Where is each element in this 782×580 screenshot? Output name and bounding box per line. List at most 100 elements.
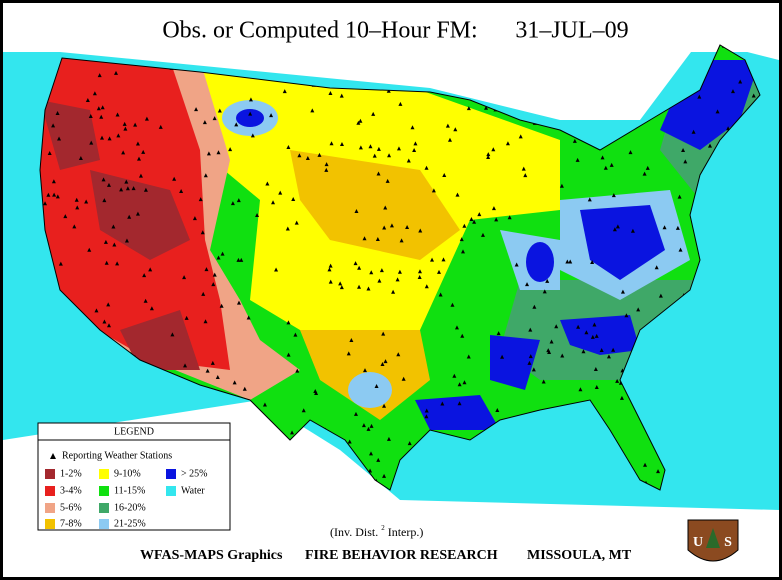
station <box>397 269 402 274</box>
station <box>248 111 253 116</box>
station <box>398 101 403 106</box>
station <box>654 265 659 270</box>
station <box>424 408 429 413</box>
legend-label: 9-10% <box>114 468 141 479</box>
station <box>87 247 92 252</box>
station <box>99 114 104 119</box>
station <box>78 155 83 160</box>
station <box>278 190 283 195</box>
legend-items: 1-2% 3-4% 5-6% 7-8% 9-10% 11-15% 16-20% 21-25% >… <box>45 468 207 529</box>
station <box>72 224 77 229</box>
station <box>642 171 647 176</box>
station <box>144 116 149 121</box>
station <box>477 212 482 217</box>
station <box>593 367 598 372</box>
canada <box>3 40 779 120</box>
station <box>542 289 547 294</box>
station <box>454 325 459 330</box>
station <box>363 368 368 373</box>
station <box>170 332 175 337</box>
station <box>47 150 52 155</box>
station <box>262 402 267 407</box>
station <box>286 352 291 357</box>
station <box>228 147 233 152</box>
station <box>339 285 344 290</box>
station <box>440 401 445 406</box>
station <box>395 277 400 282</box>
legend-swatch <box>45 486 55 496</box>
station <box>216 255 221 260</box>
station <box>406 158 411 163</box>
legend-label: 3-4% <box>60 485 82 496</box>
station <box>269 113 274 118</box>
station <box>282 89 287 94</box>
station <box>212 272 217 277</box>
legend-swatch <box>45 519 55 529</box>
logo-letter: U <box>693 535 703 550</box>
logo: U S <box>687 519 739 562</box>
station <box>51 123 56 128</box>
station <box>310 108 315 113</box>
station <box>206 151 211 156</box>
station <box>523 173 528 178</box>
station <box>107 136 112 141</box>
station <box>179 188 184 193</box>
station <box>271 200 276 205</box>
legend-label: 7-8% <box>60 518 82 529</box>
legend-label: 1-2% <box>60 468 82 479</box>
station <box>505 141 510 146</box>
station <box>368 451 373 456</box>
station <box>313 389 318 394</box>
station <box>248 97 253 102</box>
station <box>200 230 205 235</box>
station <box>274 267 279 272</box>
map-date: 31–JUL–09 <box>515 18 628 44</box>
station <box>495 407 500 412</box>
station <box>324 162 329 167</box>
station <box>107 323 112 328</box>
station <box>496 331 501 336</box>
station <box>389 223 394 228</box>
station <box>738 79 743 84</box>
station <box>382 473 387 478</box>
station <box>96 106 101 111</box>
station <box>624 313 629 318</box>
station <box>572 138 577 143</box>
station <box>413 141 418 146</box>
station <box>581 349 586 354</box>
station <box>417 274 422 279</box>
station <box>675 225 680 230</box>
station <box>265 181 270 186</box>
station <box>681 148 686 153</box>
station <box>381 331 386 336</box>
legend-label: 16-20% <box>114 502 146 513</box>
station <box>232 380 237 385</box>
station <box>592 322 597 327</box>
station <box>328 90 333 95</box>
region <box>290 150 460 260</box>
station <box>55 110 60 115</box>
station <box>293 332 298 337</box>
station <box>125 186 130 191</box>
legend-swatch <box>45 503 55 513</box>
footer-left: WFAS-MAPS Graphics <box>140 548 283 563</box>
station <box>250 133 255 138</box>
station <box>305 155 310 160</box>
station <box>216 150 221 155</box>
station <box>357 284 362 289</box>
station <box>46 192 51 197</box>
station <box>611 347 616 352</box>
station <box>486 154 491 159</box>
station <box>353 261 358 266</box>
legend-swatch <box>99 503 109 513</box>
station <box>362 236 367 241</box>
station <box>192 216 197 221</box>
station <box>149 306 154 311</box>
region <box>236 109 264 127</box>
station <box>494 217 499 222</box>
station <box>472 219 477 224</box>
station <box>328 263 333 268</box>
station <box>521 166 526 171</box>
station <box>462 380 467 385</box>
station <box>297 153 302 158</box>
